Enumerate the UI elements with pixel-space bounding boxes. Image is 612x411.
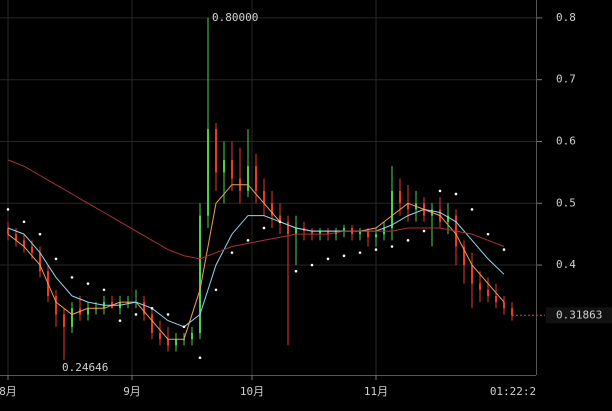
candle-body xyxy=(127,302,129,304)
indicator-dot xyxy=(70,276,74,279)
indicator-dot xyxy=(438,189,442,193)
candle-body xyxy=(319,231,321,235)
candle-body xyxy=(143,302,145,315)
candle-body xyxy=(271,203,273,216)
indicator-dot xyxy=(38,232,42,236)
indicator-dot xyxy=(454,192,458,196)
candle-body xyxy=(359,231,361,235)
indicator-dot xyxy=(390,245,394,248)
indicator-dot xyxy=(166,313,170,316)
candle-body xyxy=(399,190,401,204)
candle-body xyxy=(495,295,497,303)
candle-body xyxy=(31,246,33,253)
candle-body xyxy=(327,231,329,235)
indicator-dot xyxy=(182,325,186,329)
indicator-dot xyxy=(6,208,10,211)
last-price-label: 0.31863 xyxy=(556,308,602,321)
indicator-dot xyxy=(150,306,154,310)
indicator-dot xyxy=(342,254,346,258)
candle-body xyxy=(167,339,169,346)
indicator-dot xyxy=(198,356,202,360)
candle-body xyxy=(159,332,161,340)
candle-body xyxy=(71,308,73,327)
indicator-line xyxy=(7,159,505,260)
candle-body xyxy=(223,160,225,173)
indicator-dot xyxy=(422,229,426,233)
candle-body xyxy=(311,231,313,235)
candle-body xyxy=(279,215,281,222)
indicator-dot xyxy=(374,248,378,251)
candle-body xyxy=(23,240,25,247)
indicator-dot xyxy=(326,257,330,261)
indicator-dot xyxy=(502,248,506,251)
indicator-dot xyxy=(214,288,218,292)
candle-body xyxy=(247,166,249,191)
indicator-line xyxy=(7,184,505,340)
candle-body xyxy=(255,166,257,191)
candle-body xyxy=(7,227,9,235)
candle-body xyxy=(343,227,345,232)
y-tick-label: 0.5 xyxy=(556,196,576,209)
candle-body xyxy=(151,314,153,333)
indicator-dot xyxy=(406,239,410,242)
candle-body xyxy=(375,234,377,238)
min-label: 0.24646 xyxy=(62,361,108,374)
candle-body xyxy=(215,129,217,173)
indicator-dot xyxy=(246,239,250,242)
x-tick-label: 9月 xyxy=(123,385,141,398)
candle-body xyxy=(199,215,201,333)
candle-body xyxy=(207,129,209,216)
candle-body xyxy=(55,295,57,315)
indicator-dot xyxy=(102,288,106,292)
indicator-dot xyxy=(22,220,26,224)
indicator-dot xyxy=(486,232,490,236)
last-price-box xyxy=(546,307,612,324)
indicator-line xyxy=(7,208,505,328)
candle-body xyxy=(463,246,465,266)
y-tick-label: 0.8 xyxy=(556,11,576,24)
candle-body xyxy=(367,231,369,238)
indicator-dot xyxy=(118,319,122,322)
indicator-dot xyxy=(294,269,298,273)
candle-body xyxy=(487,289,489,296)
indicator-dot xyxy=(358,251,362,254)
candle-body xyxy=(287,221,289,235)
max-label: 0.80000 xyxy=(212,11,258,24)
indicator-dot xyxy=(278,220,282,224)
x-tick-label: 10月 xyxy=(240,385,264,398)
candle-body xyxy=(391,190,393,228)
y-tick-label: 0.7 xyxy=(556,73,576,86)
candle-body xyxy=(263,190,265,204)
indicator-dot xyxy=(230,251,234,254)
indicator-dot xyxy=(262,226,266,230)
x-tick-label: 11月 xyxy=(364,385,388,398)
candle-body xyxy=(447,215,449,222)
candle-body xyxy=(479,283,481,290)
candle-body xyxy=(63,314,65,327)
x-tick-label: 8月 xyxy=(0,385,17,398)
candle-body xyxy=(295,227,297,235)
candle-body xyxy=(15,234,17,241)
candle-body xyxy=(231,160,233,179)
candle-body xyxy=(191,332,193,340)
y-tick-label: 0.4 xyxy=(556,258,576,271)
indicator-dot xyxy=(310,263,314,267)
indicator-dot xyxy=(470,208,474,211)
candle-body xyxy=(175,339,177,346)
candle-body xyxy=(407,203,409,210)
candle-body xyxy=(39,252,41,272)
candle-body xyxy=(511,308,513,316)
y-tick-label: 0.6 xyxy=(556,134,576,147)
candle-body xyxy=(503,302,505,309)
countdown: 01:22:2 xyxy=(490,385,536,398)
indicator-dot xyxy=(134,313,138,316)
indicator-dot xyxy=(86,282,90,285)
indicator-dot xyxy=(54,257,58,261)
candle-body xyxy=(87,308,89,315)
candle-body xyxy=(471,265,473,284)
